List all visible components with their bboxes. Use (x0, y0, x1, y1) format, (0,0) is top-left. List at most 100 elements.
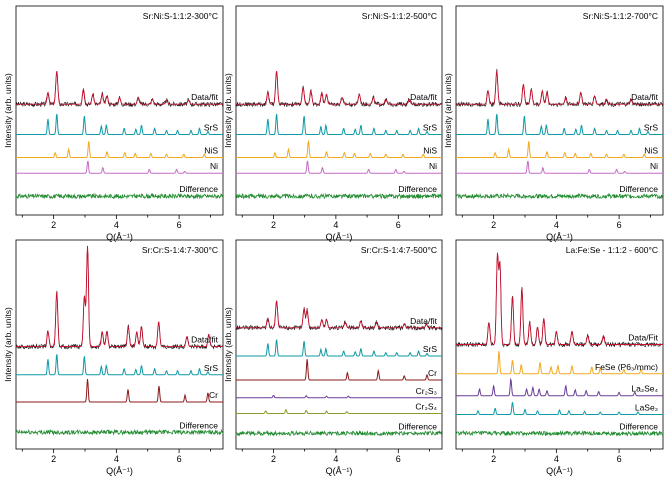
series-diff-5: Difference (235, 421, 443, 437)
series-label: LaSe₂ (635, 403, 658, 413)
chart-title: Sr:Ni:S-1:1:2-300°C (143, 11, 218, 21)
series-label: Cr₂S₃ (416, 386, 437, 396)
series-label: Difference (619, 184, 658, 194)
series-ref-1: SrS (456, 113, 663, 136)
series-ref-2: La₂Se₄ (456, 377, 663, 397)
series-line (15, 428, 224, 436)
x-axis: 2 4 6 (21, 215, 211, 230)
x-axis-label: Q(Å⁻¹) (106, 232, 133, 242)
series-line (236, 139, 442, 158)
x-tick-label: 2 (51, 454, 56, 464)
series-label: Cr (428, 368, 437, 378)
series-ref-1: SrS (236, 339, 442, 357)
series-ref-2: Cr (16, 378, 223, 403)
series-line (456, 113, 663, 136)
series-label: Difference (398, 184, 437, 194)
series-label: Difference (398, 421, 437, 431)
series-ref-3: Cr₂S₃ (236, 386, 442, 399)
x-axis-label: Q(Å⁻¹) (546, 232, 573, 242)
fit-line (236, 300, 442, 329)
series-ref-2: NiS (236, 139, 442, 158)
series-label: Ni (650, 161, 658, 171)
plot-frame (235, 239, 443, 450)
series-label: La₂Se₄ (631, 384, 658, 394)
series-label: SrS (423, 344, 438, 354)
x-tick-label: 6 (396, 220, 401, 230)
series-label: FeSe (P6₃/mmc) (595, 362, 658, 372)
x-tick-label: 6 (177, 454, 182, 464)
series-line (456, 377, 663, 397)
x-tick-label: 4 (114, 220, 119, 230)
series-ref-3: Ni (16, 160, 223, 174)
series-data-0: Data/fit (15, 245, 224, 350)
series-ref-4: Cr₃S₄ (236, 402, 442, 414)
x-axis: 2 4 6 (21, 449, 211, 464)
plot-frame (235, 5, 443, 216)
series-ref-1: SrS (16, 354, 223, 376)
fit-line (456, 70, 663, 105)
series-label: Data/fit (410, 316, 438, 326)
series-label: Data/fit (410, 92, 438, 102)
series-label: Cr (209, 390, 218, 400)
x-axis-label: Q(Å⁻¹) (106, 466, 133, 476)
series-line (236, 339, 442, 357)
series-line (16, 378, 223, 403)
series-label: Data/fit (631, 92, 659, 102)
x-axis-label: Q(Å⁻¹) (546, 466, 573, 476)
fit-line (16, 70, 223, 105)
series-ref-1: SrS (236, 113, 442, 136)
series-line (455, 429, 664, 437)
x-axis: 2 4 6 (241, 449, 430, 464)
series-ref-3: Ni (456, 160, 663, 174)
series-data-0: Data/fit (15, 70, 224, 108)
series-label: Cr₃S₄ (415, 402, 437, 412)
series-label: Data/fit (191, 92, 219, 102)
series-line (15, 192, 224, 200)
series-label: SrS (204, 363, 219, 373)
fit-line (236, 70, 442, 105)
x-axis: 2 4 6 (241, 215, 430, 230)
chart-title: Sr:Cr:S-1:4:7-300°C (142, 245, 218, 255)
x-tick-label: 6 (396, 454, 401, 464)
series-line (455, 192, 664, 200)
series-label: Ni (429, 161, 437, 171)
chart-title: Sr:Cr:S-1:4:7-500°C (361, 245, 437, 255)
chart-title: Sr:Ni:S-1:1:2-500°C (362, 11, 437, 21)
series-ref-2: NiS (456, 141, 663, 158)
series-ref-2: NiS (16, 141, 223, 158)
y-axis-label: Intensity (arb. units) (223, 307, 233, 382)
x-axis: 2 4 6 (461, 215, 651, 230)
series-diff-4: Difference (455, 421, 664, 437)
series-line (456, 141, 663, 158)
series-diff-4: Difference (235, 184, 443, 200)
series-data-0: Data/fit (235, 70, 443, 108)
x-axis: 2 4 6 (461, 449, 651, 464)
x-tick-label: 6 (617, 454, 622, 464)
series-line (236, 394, 442, 399)
x-tick-label: 2 (271, 220, 276, 230)
series-line (456, 350, 663, 375)
x-tick-label: 6 (617, 220, 622, 230)
chart-title: La:Fe:Se - 1:1:2 - 600°C (566, 245, 658, 255)
measured-data-line (455, 68, 664, 108)
x-tick-label: 2 (491, 454, 496, 464)
y-axis-label: Intensity (arb. units) (223, 73, 233, 148)
series-label: NiS (423, 146, 437, 156)
series-diff-4: Difference (15, 184, 224, 200)
series-line (236, 359, 442, 381)
chart-panel-4: Data/fit SrS Cr Difference Sr:Cr:S-1:4:7-300… (3, 239, 224, 476)
x-tick-label: 2 (491, 220, 496, 230)
series-label: SrS (644, 123, 659, 133)
series-label: NiS (204, 146, 218, 156)
series-label: Data/fit (191, 335, 219, 345)
x-axis-label: Q(Å⁻¹) (326, 232, 353, 242)
series-line (456, 160, 663, 174)
x-tick-label: 4 (114, 454, 119, 464)
series-data-0: Data/fit (235, 300, 443, 332)
series-line (16, 113, 223, 136)
x-axis-label: Q(Å⁻¹) (326, 466, 353, 476)
series-diff-3: Difference (15, 420, 224, 436)
series-label: Data/Fit (628, 333, 658, 343)
series-line (235, 192, 443, 200)
